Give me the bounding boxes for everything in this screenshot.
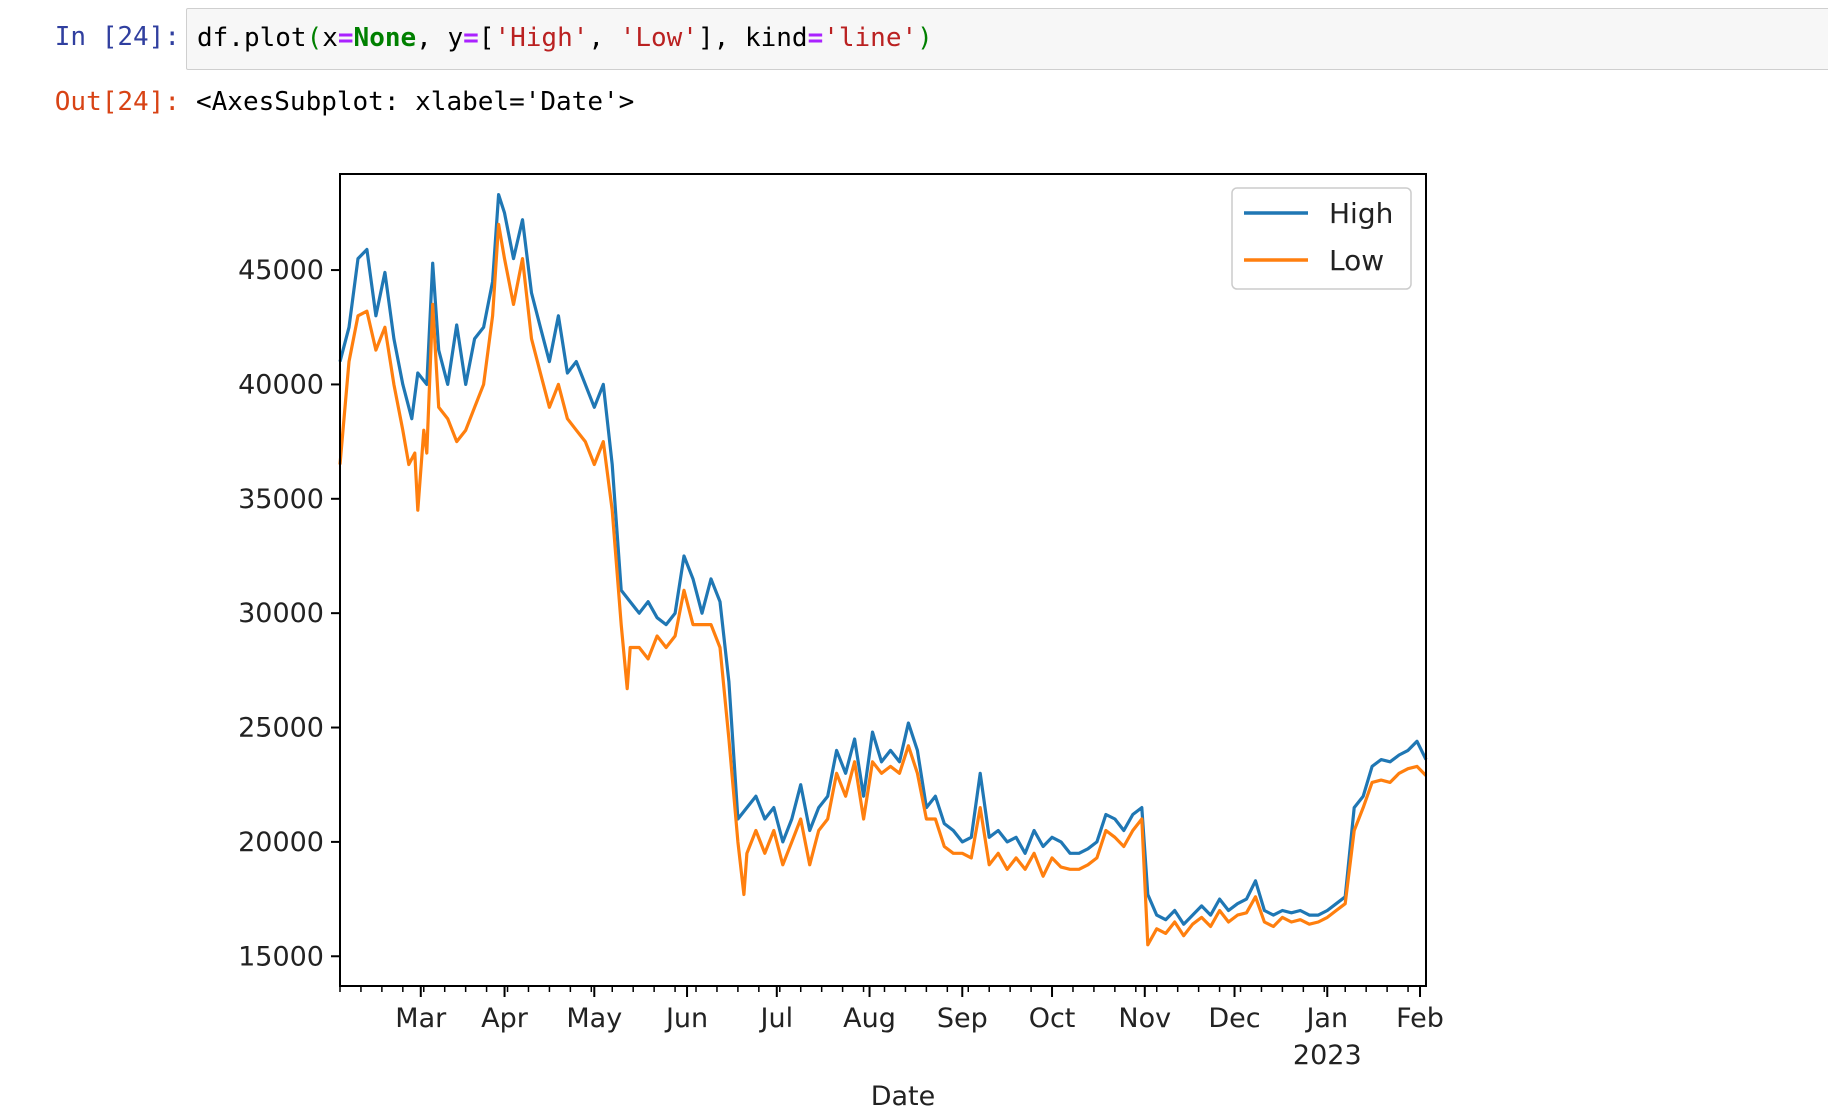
- y-tick-label: 15000: [238, 941, 324, 972]
- x-axis-label: Date: [871, 1081, 936, 1110]
- x-year-label: 2023: [1293, 1040, 1362, 1071]
- x-tick-label: Sep: [937, 1003, 988, 1034]
- code-input-cell[interactable]: df.plot(x=None, y=['High', 'Low'], kind=…: [186, 8, 1828, 70]
- x-tick-label: Feb: [1396, 1003, 1444, 1034]
- x-tick-label: Oct: [1029, 1003, 1076, 1034]
- x-tick-label: Jun: [664, 1003, 708, 1034]
- y-tick-label: 40000: [238, 369, 324, 400]
- x-tick-label: Apr: [481, 1003, 529, 1034]
- legend-label-low: Low: [1329, 244, 1384, 277]
- x-tick-label: Jan: [1304, 1003, 1348, 1034]
- code-line: df.plot(x=None, y=['High', 'Low'], kind=…: [197, 23, 933, 53]
- series-line-high: [338, 193, 1428, 926]
- plot-frame: [339, 173, 1427, 987]
- output-repr-text: <AxesSubplot: xlabel='Date'>: [196, 87, 635, 117]
- x-tick-label: Dec: [1208, 1003, 1260, 1034]
- output-prompt: Out[24]:: [54, 87, 180, 117]
- y-tick-label: 45000: [238, 255, 324, 286]
- legend-label-high: High: [1329, 197, 1393, 230]
- y-tick-label: 25000: [238, 713, 324, 744]
- x-tick-label: May: [566, 1003, 622, 1034]
- x-tick-label: Nov: [1118, 1003, 1171, 1034]
- y-tick-label: 20000: [238, 827, 324, 858]
- x-tick-label: Jul: [759, 1003, 794, 1034]
- y-tick-label: 30000: [238, 598, 324, 629]
- input-prompt: In [24]:: [54, 22, 180, 52]
- x-tick-label: Aug: [843, 1003, 896, 1034]
- x-tick-label: Mar: [395, 1003, 447, 1034]
- y-tick-label: 35000: [238, 484, 324, 515]
- series-line-low: [338, 222, 1428, 947]
